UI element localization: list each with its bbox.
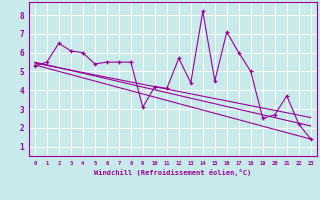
X-axis label: Windchill (Refroidissement éolien,°C): Windchill (Refroidissement éolien,°C): [94, 169, 252, 176]
